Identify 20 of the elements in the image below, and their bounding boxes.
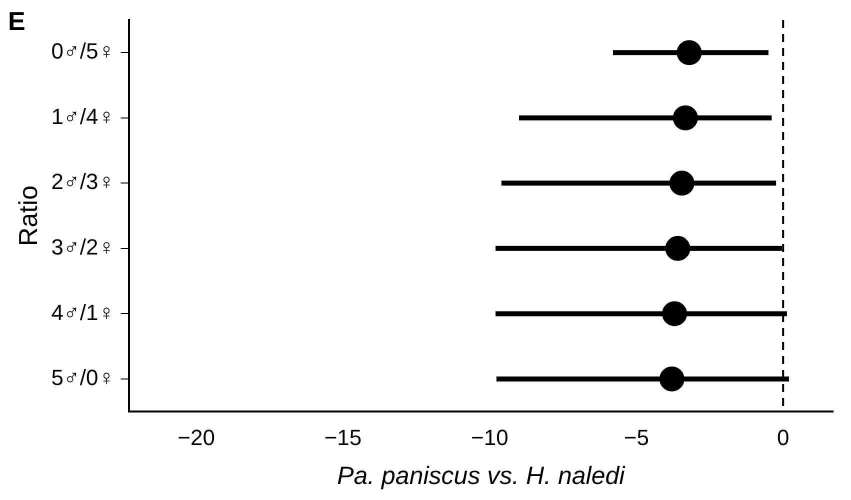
point: [659, 366, 684, 392]
x-tick-label: −20: [178, 424, 215, 450]
point: [676, 40, 702, 66]
point: [669, 170, 694, 196]
y-tick-label: 0♂/5♀: [51, 38, 115, 64]
x-tick-label: −10: [471, 424, 508, 450]
x-axis-title: Pa. paniscus vs. H. naledi: [337, 462, 626, 490]
x-tick-label: −5: [624, 424, 649, 450]
y-tick-label: 1♂/4♀: [51, 104, 115, 129]
point: [662, 301, 688, 326]
point: [672, 105, 698, 130]
y-axis-title: Ratio: [12, 185, 43, 246]
x-tick-label: −15: [324, 424, 362, 450]
y-tick-label: 3♂/2♀: [51, 234, 115, 260]
x-tick-label: 0: [776, 424, 790, 450]
y-tick-label: 5♂/0♀: [51, 365, 115, 390]
y-tick-label: 2♂/3♀: [51, 169, 115, 194]
point: [665, 236, 690, 261]
text: E: [8, 6, 26, 36]
y-tick-label: 4♂/1♀: [51, 300, 115, 325]
